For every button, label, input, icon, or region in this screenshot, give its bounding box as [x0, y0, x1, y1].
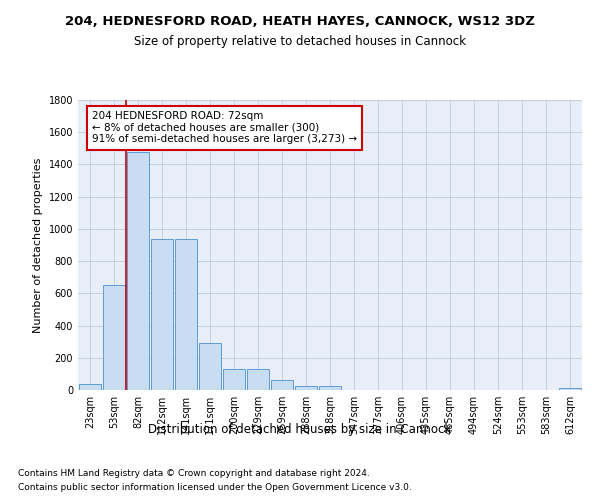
Text: Size of property relative to detached houses in Cannock: Size of property relative to detached ho…	[134, 35, 466, 48]
Bar	[175, 240, 197, 390]
Text: Distribution of detached houses by size in Cannock: Distribution of detached houses by size …	[148, 422, 452, 436]
Bar	[199, 344, 221, 390]
Text: 204 HEDNESFORD ROAD: 72sqm
← 8% of detached houses are smaller (300)
91% of semi: 204 HEDNESFORD ROAD: 72sqm ← 8% of detac…	[92, 112, 357, 144]
Bar	[151, 240, 173, 390]
Text: 204, HEDNESFORD ROAD, HEATH HAYES, CANNOCK, WS12 3DZ: 204, HEDNESFORD ROAD, HEATH HAYES, CANNO…	[65, 15, 535, 28]
Bar	[103, 286, 125, 390]
Bar	[127, 152, 149, 390]
Bar	[319, 386, 341, 390]
Bar	[223, 369, 245, 390]
Y-axis label: Number of detached properties: Number of detached properties	[33, 158, 43, 332]
Bar	[559, 388, 581, 390]
Bar	[295, 386, 317, 390]
Text: Contains HM Land Registry data © Crown copyright and database right 2024.: Contains HM Land Registry data © Crown c…	[18, 468, 370, 477]
Bar	[271, 380, 293, 390]
Text: Contains public sector information licensed under the Open Government Licence v3: Contains public sector information licen…	[18, 484, 412, 492]
Bar	[79, 384, 101, 390]
Bar	[247, 369, 269, 390]
